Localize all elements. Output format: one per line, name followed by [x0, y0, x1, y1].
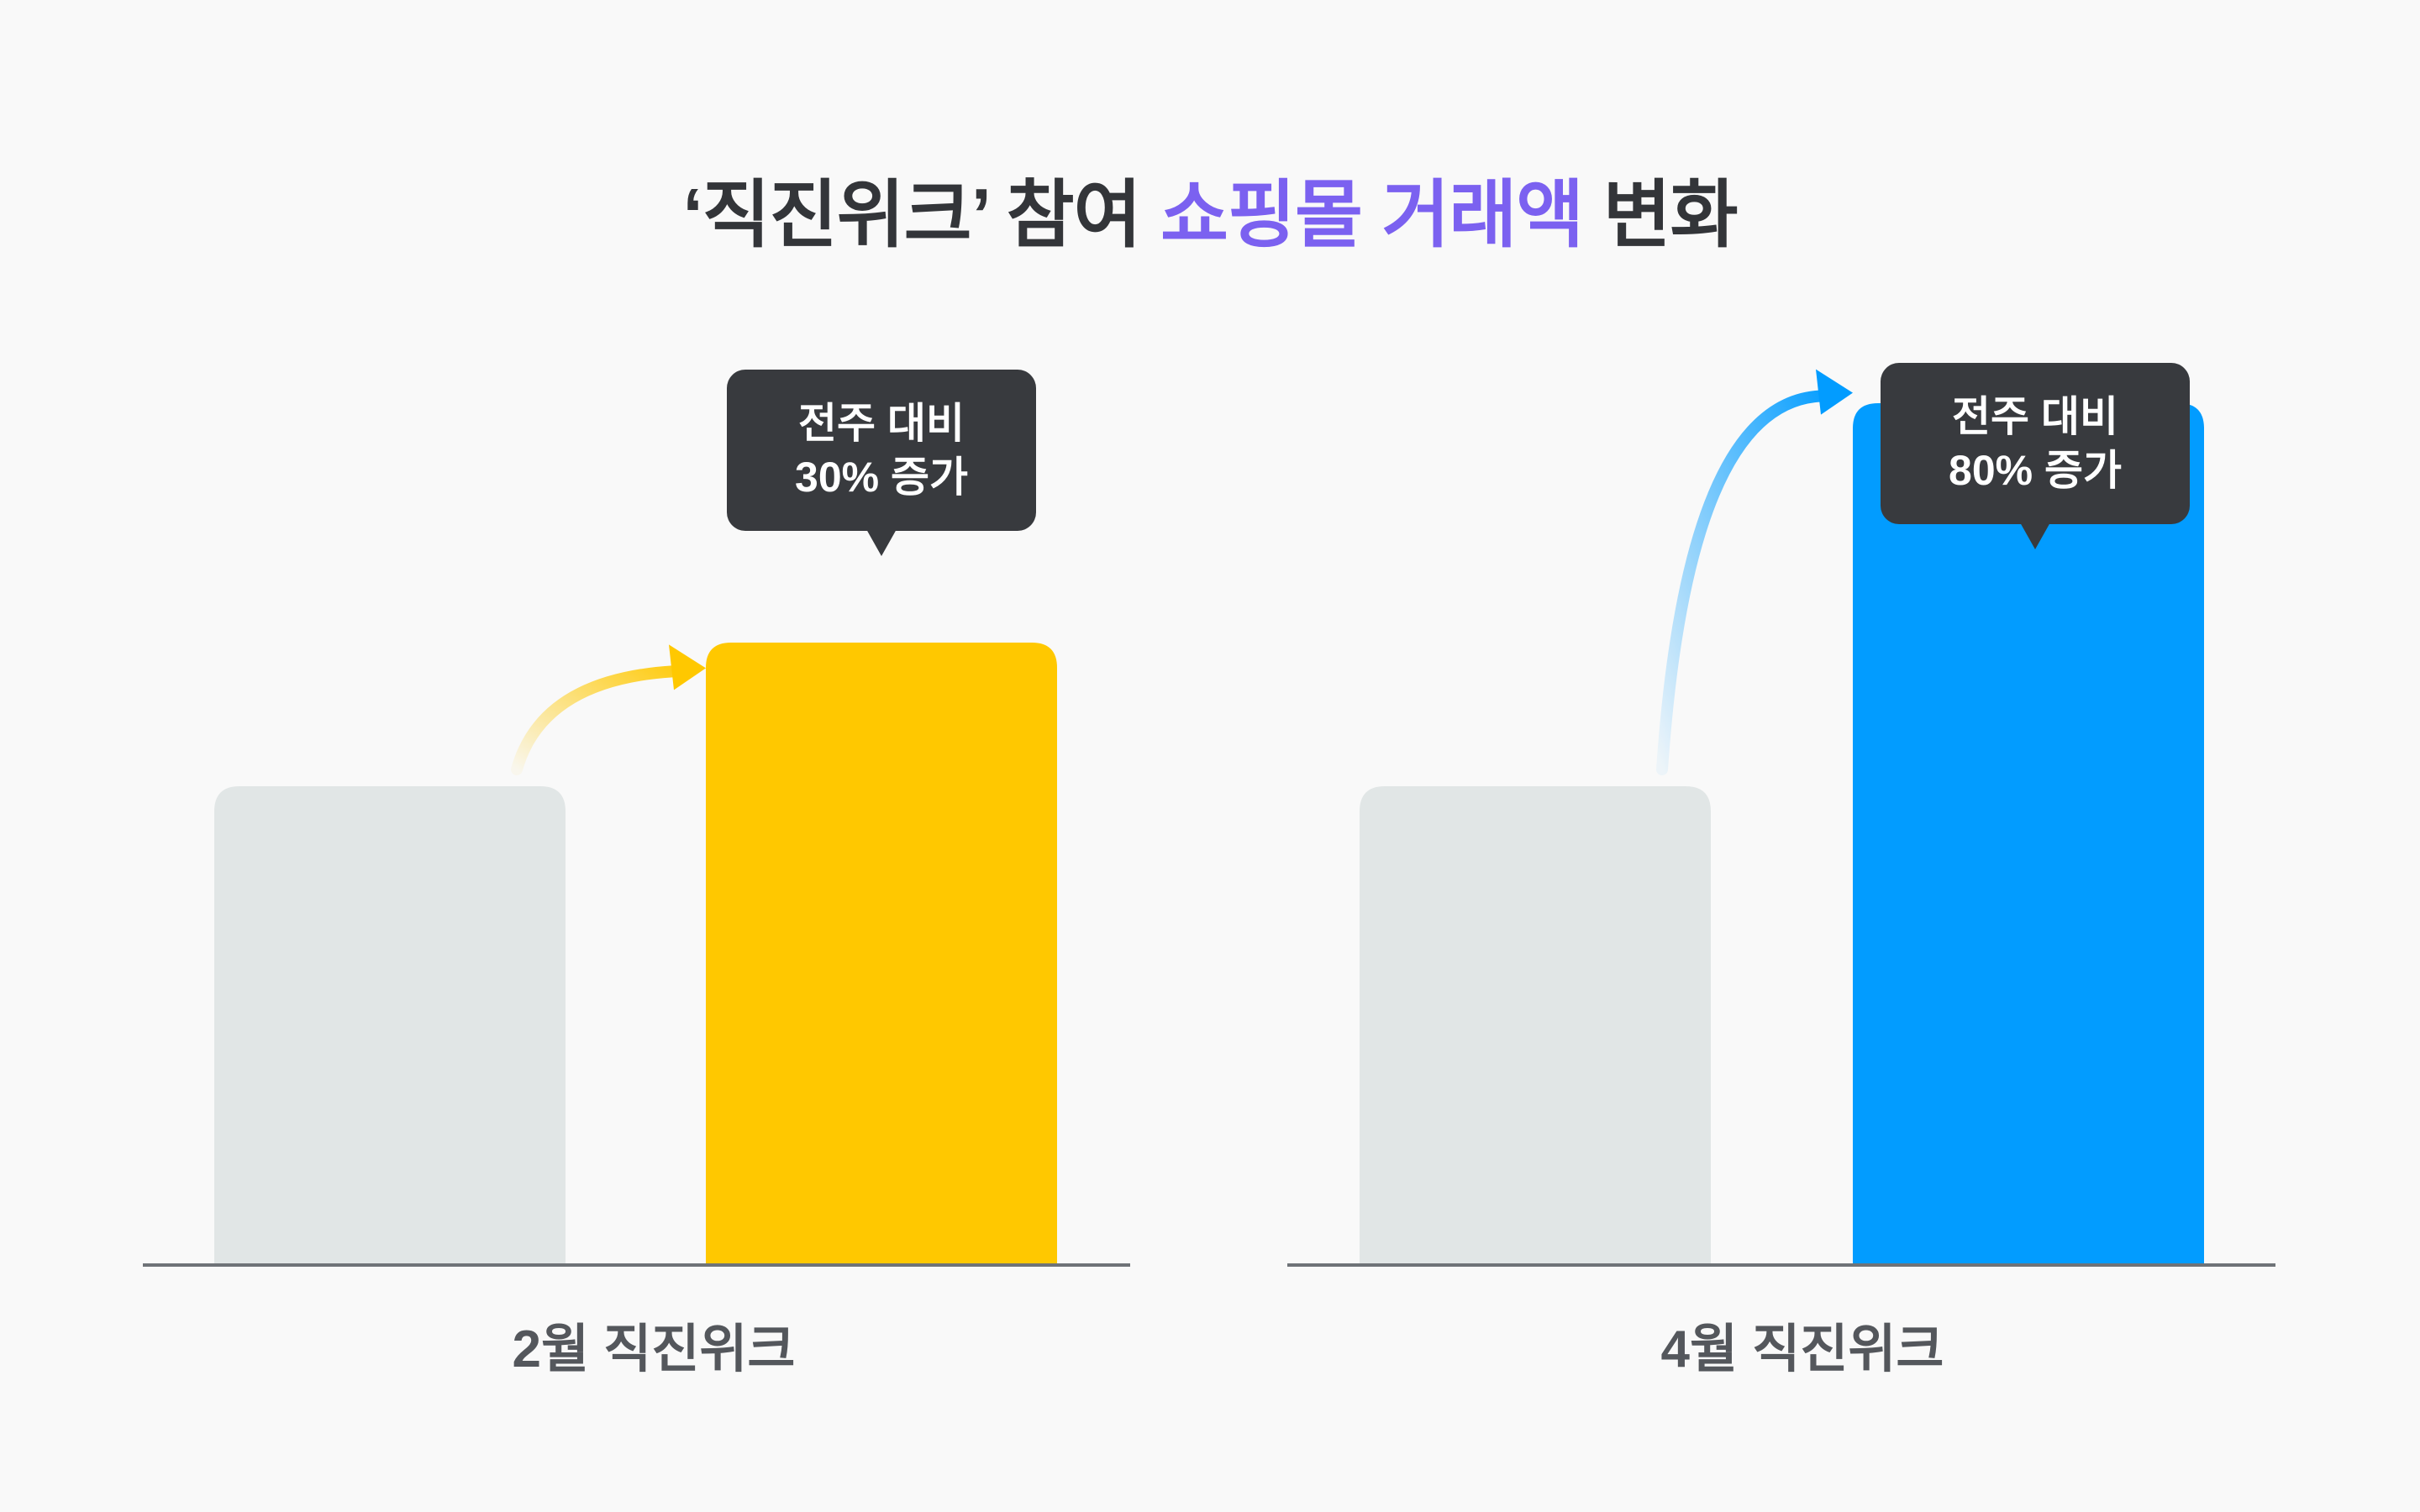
callout-line2: 30% 증가: [795, 454, 968, 501]
bar-apr-jikjin-week: [1853, 403, 2204, 1265]
group-label-feb: 2월 직진위크: [512, 1320, 796, 1378]
title-suffix: 변화: [1583, 173, 1739, 256]
increase-arrow-feb: [511, 665, 678, 775]
bar-feb-previous-week: [214, 786, 566, 1265]
title-prefix: ‘직진위크’ 참여: [682, 173, 1161, 256]
arrow-head-feb: [669, 644, 706, 690]
increase-callout-feb: 전주 대비 30% 증가: [727, 370, 1036, 556]
increase-callout-apr: 전주 대비 80% 증가: [1881, 363, 2190, 549]
title-highlight: 쇼핑몰 거래액: [1160, 173, 1584, 256]
arrow-head-apr: [1816, 369, 1853, 415]
group-label-apr: 4월 직진위크: [1660, 1320, 1944, 1378]
callout-line1: 전주 대비: [798, 400, 965, 447]
increase-arrow-apr: [1656, 390, 1825, 775]
callout-line2: 80% 증가: [1949, 447, 2122, 494]
bar-apr-previous-week: [1360, 786, 1711, 1265]
bar-feb-jikjin-week: [706, 643, 1057, 1265]
callout-line1: 전주 대비: [1952, 393, 2118, 440]
chart-title: ‘직진위크’ 참여 쇼핑몰 거래액 변화: [0, 155, 2420, 262]
